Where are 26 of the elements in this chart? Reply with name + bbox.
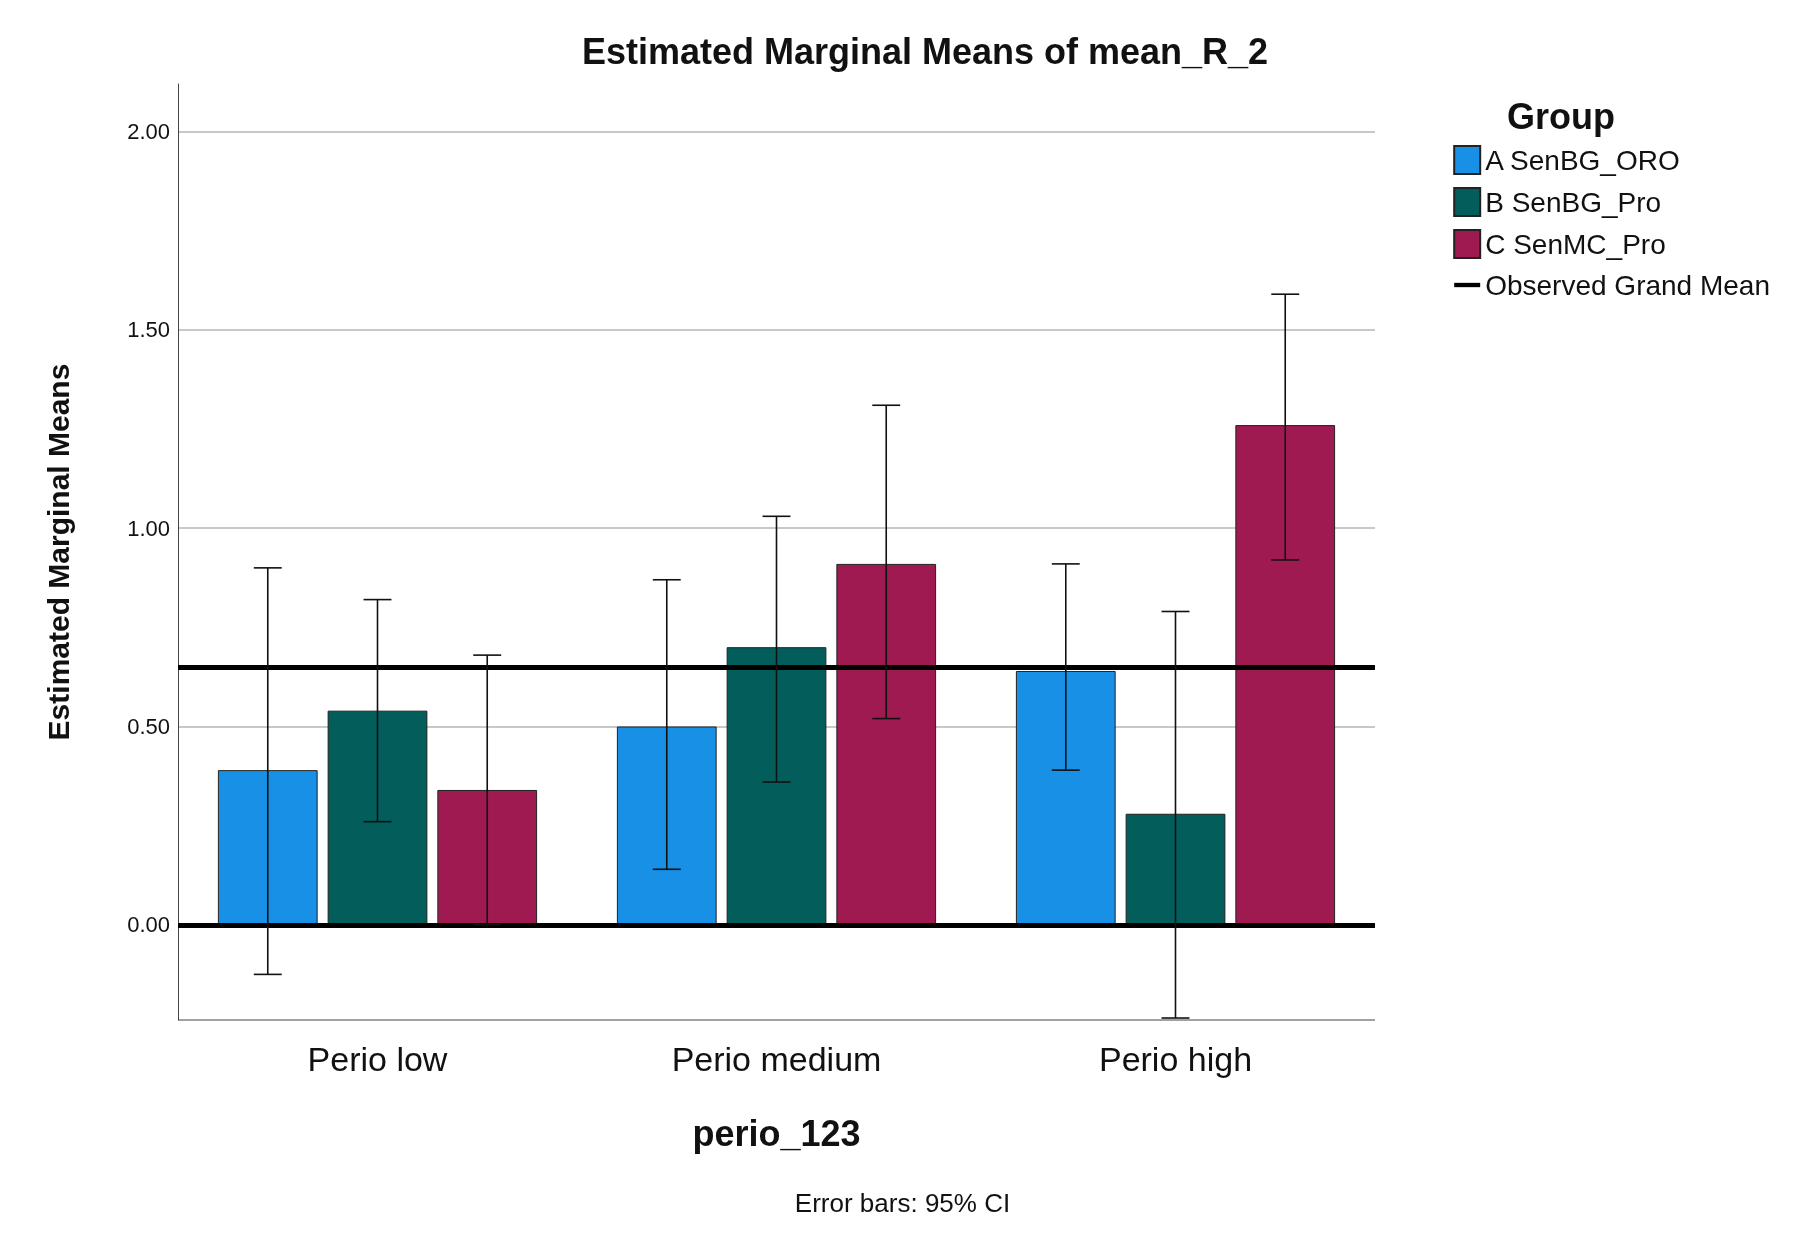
bar <box>437 789 538 925</box>
legend-title: Group <box>1507 95 1615 137</box>
bar <box>327 710 428 925</box>
bar <box>726 647 827 925</box>
text: Error bars: 95% CI <box>794 1188 1011 1218</box>
y-tick-label: 0.50 <box>127 714 170 740</box>
bar <box>217 770 318 925</box>
x-tick-label: Perio low <box>307 1040 448 1078</box>
bar <box>1235 425 1336 925</box>
legend-label: B SenBG_Pro <box>1485 186 1662 218</box>
x-tick-label: Perio high <box>1098 1040 1253 1078</box>
legend-label: C SenMC_Pro <box>1485 228 1666 260</box>
y-tick-label: 1.00 <box>127 515 170 541</box>
chart-title: Estimated Marginal Means of mean_R_2 <box>581 30 1269 72</box>
bar <box>1015 670 1116 925</box>
bar <box>836 563 937 925</box>
bar <box>616 726 717 925</box>
y-axis-title: Estimated Marginal Means <box>41 363 75 741</box>
legend-label: Observed Grand Mean <box>1485 269 1770 301</box>
y-tick-label: 0.00 <box>127 912 170 938</box>
y-tick-label: 1.50 <box>127 317 170 343</box>
y-tick-label: 2.00 <box>127 119 170 145</box>
x-tick-label: Perio medium <box>671 1040 882 1078</box>
legend-label: A SenBG_ORO <box>1485 144 1680 176</box>
x-axis-title: perio_123 <box>692 1112 861 1154</box>
bar <box>1125 813 1226 925</box>
